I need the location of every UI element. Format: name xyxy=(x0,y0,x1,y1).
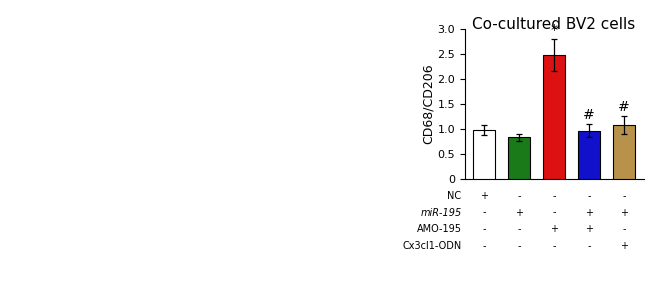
Text: -: - xyxy=(517,224,521,234)
Text: miR-195: miR-195 xyxy=(421,208,462,217)
Text: -: - xyxy=(588,191,591,201)
Text: -: - xyxy=(552,241,556,251)
Bar xyxy=(508,137,530,179)
Text: -: - xyxy=(482,224,486,234)
Text: -: - xyxy=(552,191,556,201)
Text: +: + xyxy=(620,208,628,217)
Text: -: - xyxy=(552,208,556,217)
Text: +: + xyxy=(620,241,628,251)
Text: AMO-195: AMO-195 xyxy=(417,224,462,234)
Text: -: - xyxy=(588,241,591,251)
Text: -: - xyxy=(517,191,521,201)
Text: -: - xyxy=(482,208,486,217)
Text: Cx3cl1-ODN: Cx3cl1-ODN xyxy=(402,241,462,251)
Text: -: - xyxy=(482,241,486,251)
Bar xyxy=(543,55,565,179)
Y-axis label: CD68/CD206: CD68/CD206 xyxy=(421,63,434,144)
Text: #: # xyxy=(583,108,595,122)
Text: +: + xyxy=(515,208,523,217)
Text: #: # xyxy=(618,100,630,114)
Text: +: + xyxy=(550,224,558,234)
Text: Co-cultured BV2 cells: Co-cultured BV2 cells xyxy=(473,17,636,32)
Text: -: - xyxy=(517,241,521,251)
Bar xyxy=(473,130,495,179)
Text: +: + xyxy=(585,208,593,217)
Text: *: * xyxy=(551,23,558,37)
Bar xyxy=(614,125,635,179)
Text: +: + xyxy=(480,191,488,201)
Text: NC: NC xyxy=(447,191,462,201)
Text: -: - xyxy=(623,224,626,234)
Text: -: - xyxy=(623,191,626,201)
Bar xyxy=(578,131,600,179)
Text: +: + xyxy=(585,224,593,234)
